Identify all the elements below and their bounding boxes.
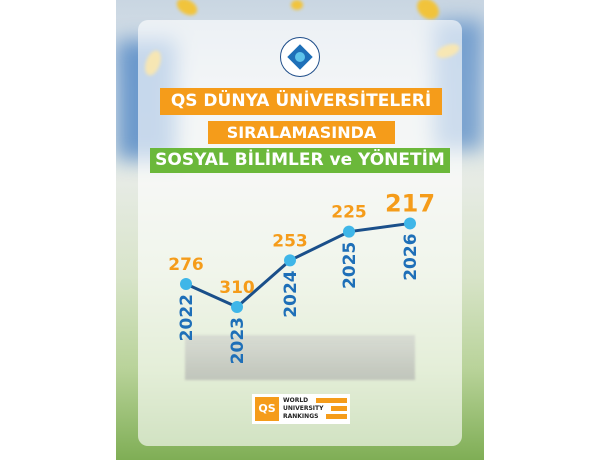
value-label-2023: 310 xyxy=(219,278,255,298)
data-point-2025 xyxy=(343,225,355,238)
title-line-3: SOSYAL BİLİMLER ve YÖNETİM xyxy=(150,148,450,173)
data-point-2024 xyxy=(284,254,296,267)
university-logo xyxy=(280,37,320,77)
qs-mark: QS xyxy=(255,397,279,421)
year-label-2024: 2024 xyxy=(281,270,301,317)
qs-line-1: WORLD xyxy=(283,397,309,404)
title-line-1: QS DÜNYA ÜNİVERSİTELERİ xyxy=(160,88,442,115)
campus-building-image xyxy=(185,335,415,380)
data-point-2026 xyxy=(404,217,416,230)
year-label-2022: 2022 xyxy=(177,294,197,341)
qs-rankings-logo: QS WORLD UNIVERSITY RANKINGS xyxy=(252,394,350,424)
value-label-2026: 217 xyxy=(385,189,435,217)
value-label-2024: 253 xyxy=(272,231,308,251)
year-label-2026: 2026 xyxy=(401,233,421,280)
year-label-2023: 2023 xyxy=(228,317,248,364)
qs-line-3: RANKINGS xyxy=(283,413,319,420)
qs-line-2: UNIVERSITY xyxy=(283,405,324,412)
year-label-2025: 2025 xyxy=(340,242,360,289)
title-line-2: SIRALAMASINDA xyxy=(208,121,395,144)
data-point-2022 xyxy=(180,278,192,290)
value-label-2025: 225 xyxy=(331,203,367,223)
value-label-2022: 276 xyxy=(168,255,204,275)
data-point-2023 xyxy=(231,301,243,313)
